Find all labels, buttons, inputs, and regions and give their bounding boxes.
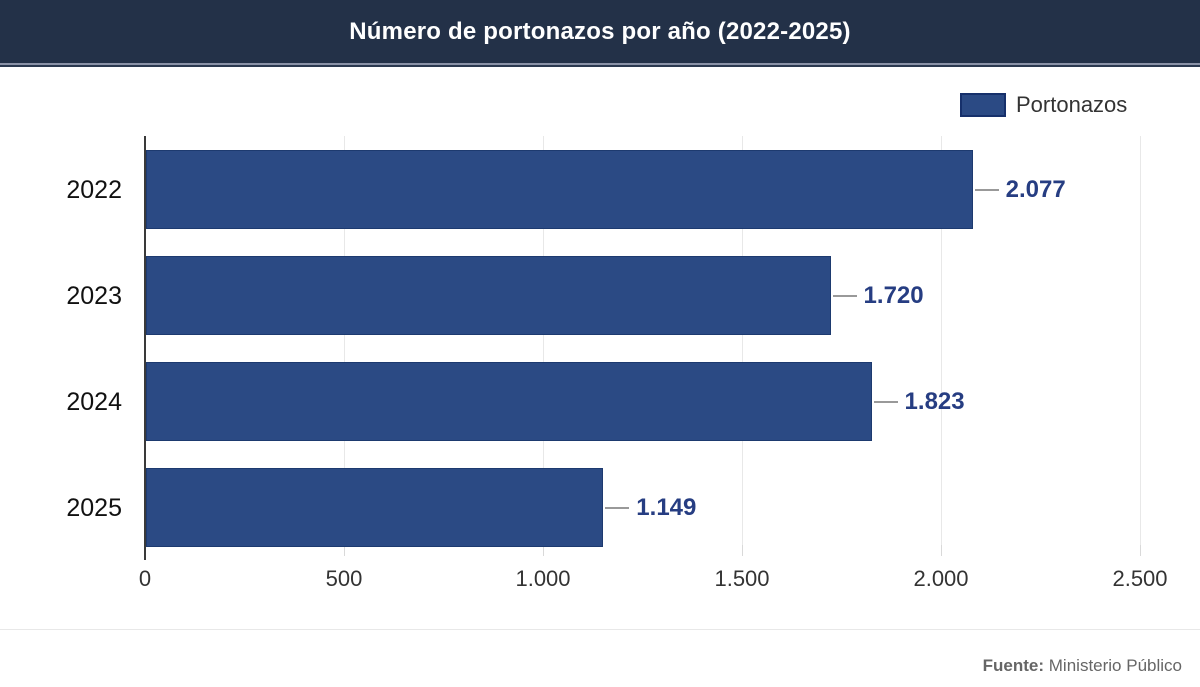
chart-title: Número de portonazos por año (2022-2025) <box>349 17 851 45</box>
source-value: Ministerio Público <box>1044 656 1182 675</box>
x-axis-tick-label: 2.000 <box>913 566 969 591</box>
category-label: 2025 <box>66 493 122 522</box>
chart-title-bar: Número de portonazos por año (2022-2025) <box>0 0 1200 63</box>
value-label: 2.077 <box>1005 175 1066 203</box>
legend-item-portonazos[interactable]: Portonazos <box>960 92 1127 118</box>
title-bar-edge-light <box>0 63 1200 65</box>
y-axis-line <box>144 136 146 560</box>
x-axis-tick-label: 1.500 <box>714 566 770 591</box>
x-axis-tick <box>344 545 345 556</box>
x-gridline <box>941 136 942 545</box>
x-gridline <box>543 136 544 545</box>
category-label: 2024 <box>66 387 122 416</box>
bar-2023[interactable] <box>146 256 831 335</box>
bar-2024[interactable] <box>146 362 872 441</box>
x-axis-tick-label: 0 <box>138 566 152 591</box>
x-gridline <box>344 136 345 545</box>
source-note: Fuente: Ministerio Público <box>983 656 1182 676</box>
footer-divider <box>0 629 1200 630</box>
category-label: 2023 <box>66 281 122 310</box>
value-connector-line <box>974 188 999 191</box>
legend-label: Portonazos <box>1016 92 1128 117</box>
legend-swatch-icon <box>960 93 1006 117</box>
x-axis-tick <box>543 545 544 556</box>
x-axis-tick-label: 2.500 <box>1112 566 1168 591</box>
value-connector-line <box>832 294 857 297</box>
x-gridline <box>742 136 743 545</box>
value-label: 1.720 <box>863 281 924 309</box>
category-label: 2022 <box>66 175 122 204</box>
value-label: 1.149 <box>636 493 697 521</box>
title-bar-edge-dark <box>0 65 1200 67</box>
value-connector-line <box>873 400 898 403</box>
x-gridline <box>1140 136 1141 545</box>
x-axis-tick-label: 500 <box>325 566 363 591</box>
x-axis-tick-label: 1.000 <box>515 566 571 591</box>
value-label: 1.823 <box>904 387 965 415</box>
bar-2022[interactable] <box>146 150 973 229</box>
x-axis-tick <box>1140 545 1141 556</box>
value-connector-line <box>605 506 630 509</box>
bar-2025[interactable] <box>146 468 604 547</box>
source-label: Fuente: <box>982 656 1045 675</box>
x-axis-tick <box>742 545 743 556</box>
x-axis-tick <box>941 545 942 556</box>
